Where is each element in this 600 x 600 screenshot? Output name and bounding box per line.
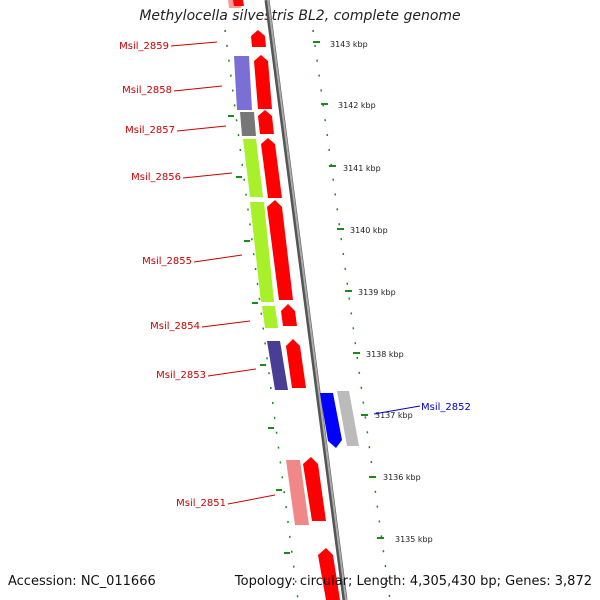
kbp-labels: 3143 kbp 3142 kbp 3141 kbp 3140 kbp 3139… [330,40,433,544]
kbp-label: 3143 kbp [330,40,368,49]
gene-label[interactable]: Msil_2851 [176,498,226,509]
genome-summary-text: Topology: circular; Length: 4,305,430 bp… [234,574,592,589]
right-major-ticks [313,41,384,539]
kbp-label: 3137 kbp [375,411,413,420]
cog-block-msil-2852[interactable] [337,391,359,446]
gene-arrow-msil-2858[interactable] [254,55,272,109]
gene-arrow-bottom-partial[interactable] [318,548,340,600]
genome-backbone-highlight [267,0,347,600]
kbp-label: 3141 kbp [343,164,381,173]
left-major-ticks [228,115,290,554]
cog-block-msil-2855[interactable] [250,202,274,302]
label-leaders [170,41,421,505]
gene-labels: Msil_2859 Msil_2858 Msil_2857 Msil_2856 … [119,41,471,509]
kbp-label: 3138 kbp [366,350,404,359]
kbp-label: 3139 kbp [358,288,396,297]
gene-label[interactable]: Msil_2853 [156,370,206,381]
gene-label[interactable]: Msil_2854 [150,321,200,332]
cog-block-msil-2858[interactable] [234,56,252,110]
gene-arrow-msil-2851[interactable] [303,457,326,521]
gene-label[interactable]: Msil_2852 [421,402,471,413]
gene-arrow-msil-2853[interactable] [286,339,306,388]
gene-arrow-msil-2852[interactable] [320,393,342,448]
gene-arrow-msil-2856[interactable] [261,138,282,198]
cog-block-msil-2854[interactable] [262,306,278,328]
kbp-label: 3140 kbp [350,226,388,235]
gene-label[interactable]: Msil_2859 [119,41,169,52]
gene-label[interactable]: Msil_2856 [131,172,181,183]
gene-arrow-msil-2854[interactable] [281,304,297,326]
cog-blocks [228,0,359,525]
gene-label[interactable]: Msil_2858 [122,85,172,96]
forward-genes [233,0,340,600]
accession-text: Accession: NC_011666 [8,574,156,589]
cog-block-msil-2856[interactable] [243,139,263,197]
kbp-label: 3135 kbp [395,535,433,544]
gene-arrow-msil-2859[interactable] [251,30,266,47]
cog-block-msil-2851[interactable] [286,460,309,525]
cog-block-msil-2853[interactable] [267,341,288,390]
gene-arrow-msil-2857[interactable] [258,110,274,134]
gene-label[interactable]: Msil_2855 [142,256,192,267]
map-title: Methylocella silvestris BL2, complete ge… [139,8,461,24]
gene-arrow-msil-2855[interactable] [267,200,293,300]
cog-block-msil-2857[interactable] [240,112,256,136]
gene-arrow-top-partial[interactable] [233,0,244,6]
kbp-label: 3136 kbp [383,473,421,482]
gene-label[interactable]: Msil_2857 [125,125,175,136]
kbp-label: 3142 kbp [338,101,376,110]
